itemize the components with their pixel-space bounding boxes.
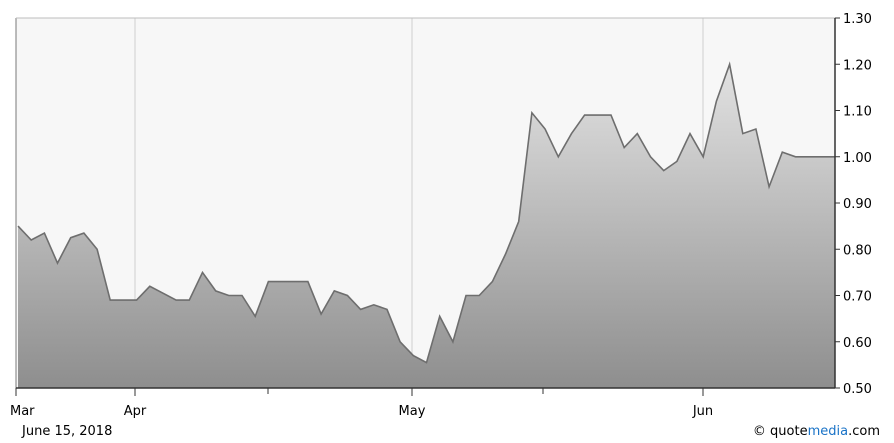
y-tick-label: 0.50 [843, 382, 872, 397]
x-tick-label: Jun [692, 404, 713, 419]
price-area [18, 64, 835, 389]
y-tick-label: 0.70 [843, 290, 872, 305]
y-tick-label: 0.60 [843, 336, 872, 351]
x-tick-label: Apr [124, 404, 147, 419]
y-tick-label: 1.00 [843, 151, 872, 166]
copyright-symbol: © [752, 424, 766, 439]
brand-prefix: quote [770, 424, 808, 439]
y-tick-label: 1.20 [843, 58, 872, 73]
x-tick-label: Mar [10, 404, 35, 419]
brand-suffix: .com [848, 424, 880, 439]
price-line [17, 61, 835, 364]
x-tick-label: May [399, 404, 426, 419]
quotemedia-credit[interactable]: © quotemedia.com [753, 424, 880, 439]
axes [15, 17, 840, 396]
chart-date: June 15, 2018 [22, 424, 113, 439]
brand-accent: media [807, 424, 849, 439]
x-axis-labels: Mar Apr May Jun [10, 404, 713, 419]
y-axis-labels: 0.50 0.60 0.70 0.80 0.90 1.00 1.10 1.20 1.30 [843, 12, 872, 397]
y-tick-label: 0.90 [843, 197, 872, 212]
y-tick-label: 0.80 [843, 243, 872, 258]
y-tick-label: 1.30 [843, 12, 872, 27]
y-tick-label: 1.10 [843, 105, 872, 120]
